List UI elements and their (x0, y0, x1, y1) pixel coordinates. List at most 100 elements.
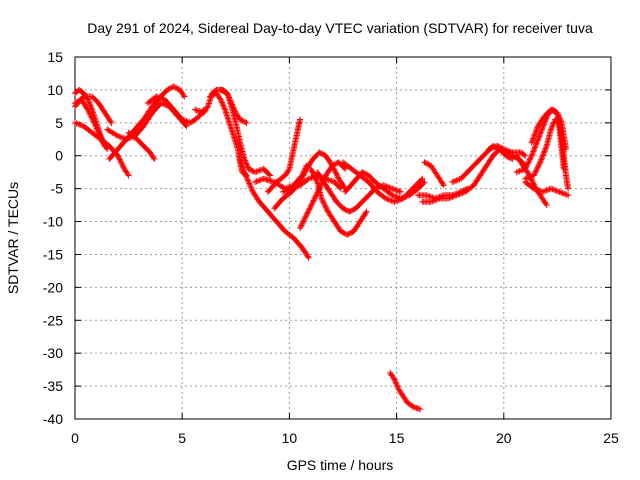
data-point (330, 161, 337, 168)
data-point (452, 192, 459, 199)
data-point (238, 117, 245, 124)
data-point (508, 155, 515, 162)
data-point (304, 176, 311, 183)
data-point (537, 159, 544, 166)
data-point (256, 167, 263, 174)
data-point (151, 156, 158, 163)
data-point (545, 186, 552, 193)
series-arc-18 (307, 165, 370, 238)
data-point (192, 106, 199, 113)
data-point (502, 152, 509, 159)
data-point (507, 148, 514, 155)
y-tick-label: 15 (47, 49, 63, 65)
data-point (323, 204, 330, 211)
x-tick-label: 20 (496, 430, 512, 446)
data-point (534, 139, 541, 146)
data-point (542, 145, 549, 152)
y-tick-label: -20 (43, 279, 63, 295)
data-point (455, 176, 462, 183)
series-arc-23 (421, 159, 447, 189)
data-point (560, 190, 567, 197)
data-point (194, 107, 201, 114)
data-point (164, 86, 171, 93)
data-point (529, 184, 536, 191)
data-point (531, 171, 538, 178)
series-arc-7 (125, 129, 158, 163)
data-point (157, 95, 164, 102)
data-point (159, 95, 166, 102)
data-point (107, 118, 114, 125)
data-point (312, 175, 319, 182)
data-point (243, 174, 250, 181)
data-point (297, 223, 304, 230)
data-point (389, 192, 396, 199)
data-point (243, 173, 250, 180)
data-point (541, 148, 548, 155)
data-point (513, 169, 520, 176)
data-point (527, 155, 534, 162)
data-point (116, 133, 123, 140)
data-point (418, 176, 425, 183)
data-point (240, 118, 247, 125)
data-point (312, 176, 319, 183)
data-point (337, 228, 344, 235)
data-point (536, 133, 543, 140)
data-point (392, 193, 399, 200)
data-point (245, 177, 252, 184)
data-point (84, 105, 91, 112)
data-point (535, 161, 542, 168)
data-point (170, 83, 177, 90)
data-point (165, 86, 172, 93)
data-point (530, 148, 537, 155)
data-point (125, 172, 132, 179)
data-point (530, 172, 537, 179)
data-point (385, 196, 392, 203)
data-point (327, 177, 334, 184)
data-point (393, 193, 400, 200)
data-point (533, 127, 540, 134)
data-point (552, 187, 559, 194)
data-point (534, 137, 541, 144)
data-point (450, 178, 457, 185)
data-point (427, 198, 434, 205)
data-point (92, 122, 99, 129)
data-point (108, 119, 115, 126)
x-tick-label: 10 (282, 430, 298, 446)
data-point (395, 197, 402, 204)
data-point (532, 141, 539, 148)
data-point (532, 169, 539, 176)
data-point (306, 206, 313, 213)
data-point (180, 92, 187, 99)
data-point (281, 188, 288, 195)
data-point (446, 194, 453, 201)
data-point (361, 170, 368, 177)
data-point (244, 176, 251, 183)
data-point (424, 160, 431, 167)
data-point (318, 150, 325, 157)
series-arc-11 (217, 86, 274, 179)
plot-frame (74, 56, 612, 420)
data-point (208, 92, 215, 99)
data-point (533, 140, 540, 147)
data-point (519, 166, 526, 173)
data-point (522, 164, 529, 171)
data-point (533, 186, 540, 193)
data-point (241, 169, 248, 176)
data-point (309, 200, 316, 207)
data-point (550, 107, 557, 114)
data-points (72, 83, 572, 413)
data-point (506, 148, 513, 155)
data-point (304, 253, 311, 260)
data-point (302, 167, 309, 174)
data-point (538, 155, 545, 162)
y-tick-label: -35 (43, 378, 63, 394)
data-point (548, 124, 555, 131)
data-point (249, 187, 256, 194)
data-point (359, 169, 366, 176)
series-arc-27 (485, 142, 529, 159)
data-point (311, 194, 318, 201)
data-point (217, 86, 224, 93)
data-point (542, 200, 549, 207)
data-point (499, 145, 506, 152)
data-point (181, 93, 188, 100)
